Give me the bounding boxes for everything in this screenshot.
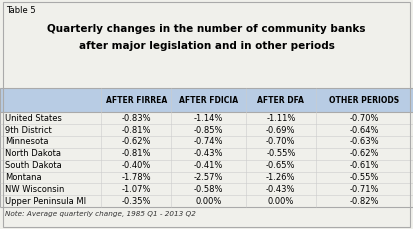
Text: AFTER FDICIA: AFTER FDICIA <box>179 96 238 105</box>
Text: 9th District: 9th District <box>5 125 52 134</box>
Text: OTHER PERIODS: OTHER PERIODS <box>330 96 399 105</box>
Text: Table 5: Table 5 <box>6 6 36 15</box>
Text: -0.62%: -0.62% <box>350 149 379 158</box>
Text: -1.11%: -1.11% <box>266 114 296 123</box>
Text: South Dakota: South Dakota <box>5 161 62 170</box>
Text: -0.62%: -0.62% <box>121 137 151 146</box>
Text: -1.14%: -1.14% <box>194 114 223 123</box>
Text: North Dakota: North Dakota <box>5 149 61 158</box>
Text: -2.57%: -2.57% <box>194 173 223 182</box>
Text: -0.71%: -0.71% <box>350 185 379 194</box>
Bar <box>0 88 413 112</box>
Text: -0.35%: -0.35% <box>121 197 151 206</box>
Text: United States: United States <box>5 114 62 123</box>
Text: -0.41%: -0.41% <box>194 161 223 170</box>
Text: -0.74%: -0.74% <box>194 137 223 146</box>
Text: -0.81%: -0.81% <box>121 149 151 158</box>
Text: Upper Peninsula MI: Upper Peninsula MI <box>5 197 86 206</box>
Text: -1.07%: -1.07% <box>121 185 151 194</box>
Text: 0.00%: 0.00% <box>268 197 294 206</box>
Text: -0.65%: -0.65% <box>266 161 296 170</box>
Text: -0.70%: -0.70% <box>266 137 296 146</box>
Text: Quarterly changes in the number of community banks: Quarterly changes in the number of commu… <box>47 24 366 34</box>
Text: -0.69%: -0.69% <box>266 125 296 134</box>
Text: -0.63%: -0.63% <box>350 137 379 146</box>
Text: -0.43%: -0.43% <box>194 149 223 158</box>
Text: AFTER FIRREA: AFTER FIRREA <box>106 96 167 105</box>
Text: -1.78%: -1.78% <box>121 173 151 182</box>
Text: 0.00%: 0.00% <box>195 197 222 206</box>
Text: -0.61%: -0.61% <box>350 161 379 170</box>
Text: -0.82%: -0.82% <box>350 197 379 206</box>
Text: -0.81%: -0.81% <box>121 125 151 134</box>
Text: -0.58%: -0.58% <box>194 185 223 194</box>
Text: -1.26%: -1.26% <box>266 173 296 182</box>
Text: after major legislation and in other periods: after major legislation and in other per… <box>78 41 335 51</box>
Text: NW Wisconsin: NW Wisconsin <box>5 185 64 194</box>
Text: Note: Average quarterly change, 1985 Q1 - 2013 Q2: Note: Average quarterly change, 1985 Q1 … <box>5 211 196 217</box>
Text: -0.64%: -0.64% <box>350 125 379 134</box>
Text: -0.70%: -0.70% <box>350 114 379 123</box>
Text: AFTER DFA: AFTER DFA <box>257 96 304 105</box>
Text: -0.55%: -0.55% <box>350 173 379 182</box>
Text: -0.55%: -0.55% <box>266 149 296 158</box>
Text: -0.83%: -0.83% <box>121 114 151 123</box>
Text: -0.40%: -0.40% <box>121 161 151 170</box>
Text: -0.43%: -0.43% <box>266 185 296 194</box>
Text: Montana: Montana <box>5 173 42 182</box>
Text: -0.85%: -0.85% <box>194 125 223 134</box>
Text: Minnesota: Minnesota <box>5 137 48 146</box>
